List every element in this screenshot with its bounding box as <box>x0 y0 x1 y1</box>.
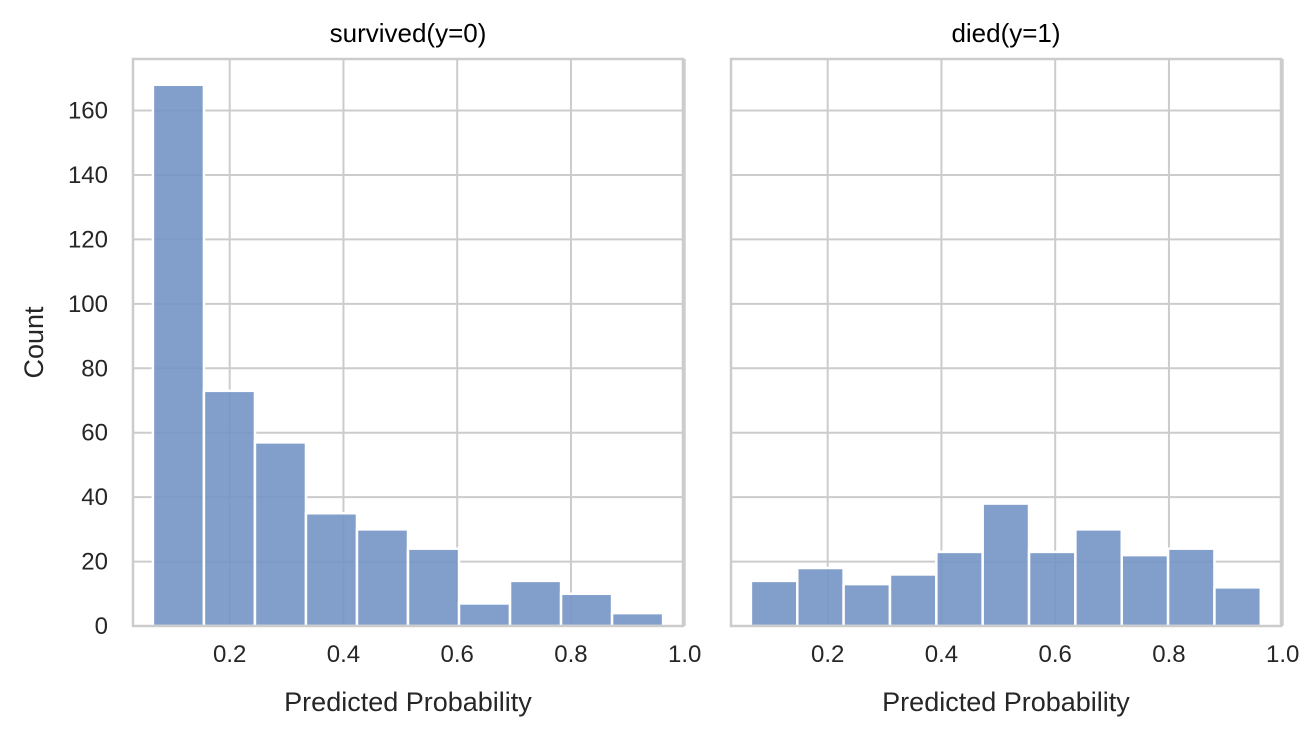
y-tick-label: 0 <box>95 613 108 640</box>
axes-frame <box>131 57 685 628</box>
histogram-bar <box>202 389 257 628</box>
histogram-bar <box>935 550 984 628</box>
x-tick-label: 0.6 <box>1039 641 1072 668</box>
histogram-bar <box>457 602 512 628</box>
histogram-bar <box>749 579 799 628</box>
histogram-bar <box>508 579 563 628</box>
y-tick-label: 100 <box>68 291 108 318</box>
x-tick-label: 0.8 <box>1152 641 1185 668</box>
histogram-bar <box>1074 528 1123 628</box>
x-axis-label: Predicted Probability <box>284 687 532 717</box>
histogram-bar <box>406 547 461 628</box>
x-tick-label: 0.4 <box>925 641 958 668</box>
y-tick-label: 40 <box>81 484 108 511</box>
y-tick-label: 160 <box>68 98 108 125</box>
x-tick-label: 0.6 <box>441 641 474 668</box>
histogram-bar <box>151 83 206 628</box>
histogram-bar <box>888 573 938 628</box>
panel-title: died(y=1) <box>951 18 1060 48</box>
histogram-bar <box>253 441 308 628</box>
x-tick-label: 0.2 <box>811 641 844 668</box>
y-tick-label: 120 <box>68 226 108 253</box>
x-axis-label: Predicted Probability <box>882 687 1130 717</box>
histogram-bar <box>610 611 665 628</box>
panel-title: survived(y=0) <box>330 18 487 48</box>
histogram-bar <box>981 502 1031 628</box>
histogram-bar <box>1027 550 1077 628</box>
y-tick-label: 20 <box>81 549 108 576</box>
histogram-bar <box>1213 586 1263 628</box>
histogram-bar <box>1166 547 1216 628</box>
panel-1: 0.2 0.4 0.6 0.8 1.0 0 20 40 60 80 100 120 140 160 surv… <box>19 18 701 717</box>
y-tick-label: 80 <box>81 355 108 382</box>
histogram-bar <box>304 511 359 628</box>
histogram-bar <box>1120 553 1170 628</box>
y-axis-label: Count <box>19 306 49 379</box>
histogram-bar <box>796 566 845 628</box>
x-tick-label: 0.8 <box>554 641 587 668</box>
x-tick-label: 1.0 <box>668 641 701 668</box>
x-tick-label: 0.4 <box>327 641 360 668</box>
x-tick-label: 1.0 <box>1266 641 1299 668</box>
axes-frame <box>729 57 1283 628</box>
y-tick-label: 60 <box>81 420 108 447</box>
panel-2: 0.2 0.4 0.6 0.8 1.0 died(y=1) Predicted Probab… <box>729 18 1299 717</box>
histogram-bar <box>355 528 410 628</box>
histogram-bar <box>842 582 892 628</box>
y-tick-label: 140 <box>68 162 108 189</box>
histogram-bar <box>559 592 614 628</box>
x-tick-label: 0.2 <box>213 641 246 668</box>
